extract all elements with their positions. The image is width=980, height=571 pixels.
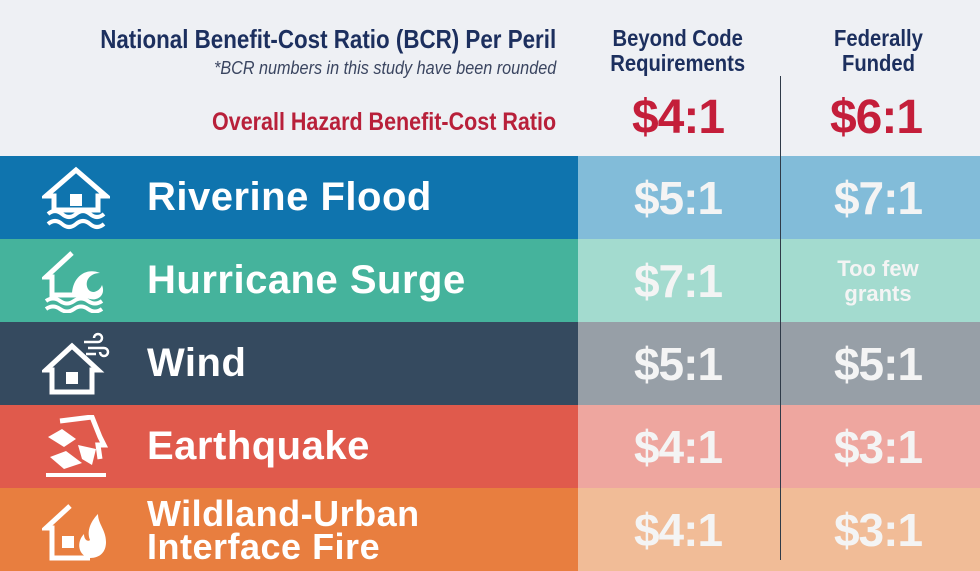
value-federally-funded: $7:1 (833, 171, 923, 224)
value-federally-funded: Too few grants (837, 255, 919, 306)
column-header-federally-funded-text: Federally Funded (833, 25, 923, 76)
peril-row: Hurricane Surge $7:1 Too few grants (0, 239, 980, 322)
peril-row: Wind $5:1 $5:1 (0, 322, 980, 405)
peril-row: Riverine Flood $5:1 $7:1 (0, 156, 980, 239)
surge-wave-house-icon (39, 249, 110, 314)
peril-label: Earthquake (147, 424, 370, 468)
column-header-federally-funded: Federally Funded (778, 26, 978, 76)
peril-label: Riverine Flood (147, 175, 432, 219)
peril-label: Wildland-Urban Interface Fire (147, 492, 420, 567)
earthquake-house-icon (42, 414, 110, 479)
column-header-beyond-code-text: Beyond Code Requirements (610, 25, 746, 76)
value-beyond-code: $5:1 (633, 171, 723, 224)
overall-value-federally-funded: $6:1 (829, 91, 923, 144)
value-federally-funded: $5:1 (833, 337, 923, 390)
peril-value-band (578, 322, 980, 405)
chart-subtitle: *BCR numbers in this study have been rou… (213, 58, 556, 78)
value-federally-funded: $3:1 (833, 503, 923, 556)
peril-value-band (578, 156, 980, 239)
peril-row: Earthquake $4:1 $3:1 (0, 405, 980, 488)
chart-header: National Benefit-Cost Ratio (BCR) Per Pe… (0, 0, 980, 156)
peril-label: Hurricane Surge (147, 258, 466, 302)
value-beyond-code: $4:1 (633, 420, 723, 473)
column-divider (780, 76, 781, 560)
peril-row: Wildland-Urban Interface Fire $4:1 $3:1 (0, 488, 980, 571)
overall-value-beyond-code: $4:1 (631, 91, 725, 144)
value-beyond-code: $7:1 (633, 254, 723, 307)
value-federally-funded: $3:1 (833, 420, 923, 473)
wind-house-icon (39, 332, 110, 396)
fire-house-icon (39, 498, 110, 562)
peril-row-band (0, 239, 578, 322)
peril-value-band (578, 405, 980, 488)
peril-label: Wind (147, 341, 247, 385)
value-beyond-code: $5:1 (633, 337, 723, 390)
flooded-house-icon (39, 166, 113, 230)
peril-value-band (578, 239, 980, 322)
peril-value-band (578, 488, 980, 571)
column-header-beyond-code: Beyond Code Requirements (578, 26, 778, 76)
peril-row-band (0, 322, 578, 405)
value-beyond-code: $4:1 (633, 503, 723, 556)
overall-label: Overall Hazard Benefit-Cost Ratio (211, 108, 556, 136)
chart-title: National Benefit-Cost Ratio (BCR) Per Pe… (100, 24, 556, 54)
